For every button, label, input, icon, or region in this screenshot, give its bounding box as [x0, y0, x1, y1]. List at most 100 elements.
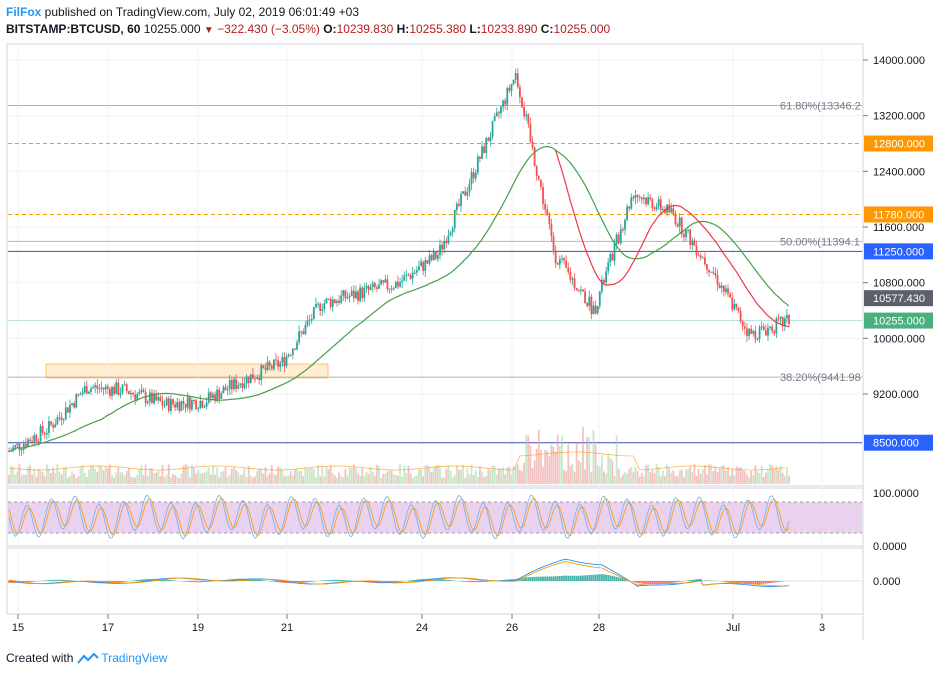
candle-body — [148, 392, 151, 402]
candle-body — [153, 393, 155, 404]
volume-bar — [493, 466, 496, 484]
candle-body — [579, 289, 582, 291]
volume-bar — [598, 466, 601, 484]
candle-body — [445, 241, 448, 244]
candle-body — [533, 147, 536, 167]
candle-body — [525, 114, 528, 117]
candle-body — [558, 259, 561, 265]
volume-bar — [106, 467, 109, 484]
candle-body — [695, 245, 698, 256]
candle-body — [365, 285, 368, 288]
candle-body — [75, 394, 78, 408]
volume-bar — [317, 465, 319, 484]
candle-body — [424, 260, 427, 271]
candle-body — [268, 361, 271, 366]
volume-bar — [558, 445, 561, 484]
candle-body — [306, 320, 309, 326]
macd-histogram-bar — [521, 577, 523, 581]
candle-body — [718, 284, 721, 289]
candles — [8, 67, 790, 456]
volume-bar — [325, 466, 328, 484]
volume-bar — [708, 464, 711, 484]
candle-body — [212, 394, 214, 398]
candle-body — [399, 282, 401, 287]
volume-bar — [180, 473, 183, 484]
candle-body — [294, 348, 296, 350]
volume-bar — [418, 469, 420, 484]
macd-histogram-bar — [123, 581, 126, 582]
macd-histogram-bar — [529, 577, 532, 581]
author-name[interactable]: FilFox — [6, 5, 42, 19]
macd-histogram-bar — [653, 581, 656, 585]
candle-body — [544, 203, 547, 210]
macd-histogram-bar — [758, 581, 761, 584]
macd-histogram-bar — [462, 581, 465, 582]
candle-body — [518, 87, 521, 98]
macd-histogram-bar — [64, 579, 67, 581]
macd-histogram-bar — [706, 580, 708, 581]
macd-histogram-bar — [336, 579, 338, 581]
volume-bar — [775, 465, 778, 484]
macd-histogram-bar — [552, 576, 555, 581]
candle-body — [743, 326, 746, 329]
macd-histogram-bar — [397, 581, 399, 583]
macd-histogram-bar — [420, 579, 422, 581]
rsi-tick-label: 100.0000 — [873, 488, 919, 500]
price-chart[interactable]: 61.80%(13346.2 50.00%(11394.1 38.20%(9441.… — [0, 0, 939, 645]
volume-bar — [104, 467, 107, 484]
candle-body — [729, 293, 732, 298]
volume-bar — [355, 467, 357, 484]
macd-histogram-bar — [708, 580, 711, 581]
tradingview-brand[interactable]: TradingView — [101, 651, 168, 665]
volume-bar — [85, 477, 88, 484]
candle-body — [535, 166, 538, 176]
macd-histogram-bar — [739, 581, 742, 584]
volume-bar — [24, 474, 27, 484]
candle-body — [727, 288, 729, 294]
volume-bar — [403, 465, 406, 484]
volume-bar — [390, 470, 393, 484]
volume-bar — [630, 466, 633, 484]
macd-histogram-bar — [779, 581, 782, 582]
volume-bar — [365, 472, 368, 484]
candle-body — [712, 271, 715, 273]
volume-bar — [575, 443, 578, 484]
macd-histogram-bar — [737, 581, 740, 584]
volume-bar — [697, 469, 700, 484]
volume-bar — [613, 475, 616, 484]
candle-body — [350, 290, 353, 296]
volume-bar — [148, 468, 151, 484]
candle-body — [376, 287, 378, 289]
volume-bar — [167, 464, 170, 484]
volume-bar — [222, 471, 225, 484]
volume-bar — [611, 460, 614, 484]
candle-body — [537, 175, 540, 180]
volume-bar — [87, 469, 90, 484]
volume-bar — [447, 465, 450, 484]
macd-histogram-bar — [746, 581, 748, 585]
macd-histogram-bar — [643, 581, 645, 584]
volume-bar — [464, 477, 467, 484]
volume-bar — [348, 467, 351, 484]
candle-body — [611, 254, 614, 261]
macd-histogram-bar — [436, 578, 439, 581]
candle-body — [228, 380, 231, 390]
volume-bar — [397, 475, 399, 484]
volume-bar — [701, 469, 704, 484]
candle-body — [37, 441, 40, 443]
candle-body — [220, 393, 223, 399]
candle-body — [18, 443, 21, 451]
macd-histogram-bar — [312, 581, 315, 582]
volume-bar — [79, 467, 82, 484]
candle-body — [571, 278, 574, 280]
volume-bar — [422, 476, 425, 484]
y-tick-label: 10000.000 — [873, 333, 925, 345]
footer: Created with TradingView — [6, 651, 167, 665]
candle-body — [521, 97, 523, 107]
volume-bar — [533, 460, 536, 484]
macd-histogram-bar — [674, 581, 677, 583]
macd-histogram-bar — [306, 581, 309, 583]
macd-histogram-bar — [722, 581, 725, 582]
candle-body — [453, 210, 456, 229]
volume-bar — [22, 474, 25, 484]
